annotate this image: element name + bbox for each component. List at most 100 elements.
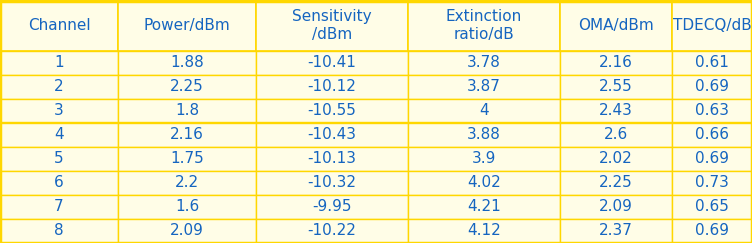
Text: 5: 5 — [54, 151, 64, 166]
Text: 4.21: 4.21 — [467, 199, 501, 214]
Bar — [0, 0, 118, 51]
Bar — [672, 194, 752, 218]
Bar — [672, 0, 752, 51]
Bar — [118, 51, 256, 75]
Bar — [408, 122, 560, 147]
Text: 1.88: 1.88 — [170, 55, 204, 70]
Text: 3.9: 3.9 — [472, 151, 496, 166]
Text: 0.69: 0.69 — [695, 79, 729, 94]
Text: -10.13: -10.13 — [308, 151, 356, 166]
Text: 0.69: 0.69 — [695, 151, 729, 166]
Text: 2.37: 2.37 — [599, 223, 633, 238]
Text: 4.12: 4.12 — [467, 223, 501, 238]
Text: 0.73: 0.73 — [695, 175, 729, 190]
Text: -10.32: -10.32 — [308, 175, 356, 190]
Text: 2.55: 2.55 — [599, 79, 633, 94]
Text: 0.66: 0.66 — [695, 127, 729, 142]
Bar — [256, 147, 408, 171]
Text: 1.75: 1.75 — [170, 151, 204, 166]
Text: -10.12: -10.12 — [308, 79, 356, 94]
Text: 1: 1 — [54, 55, 64, 70]
Bar — [256, 171, 408, 194]
Bar — [672, 218, 752, 243]
Bar — [408, 147, 560, 171]
Bar — [560, 194, 672, 218]
Text: 0.63: 0.63 — [695, 103, 729, 118]
Bar — [118, 75, 256, 98]
Text: 3.78: 3.78 — [467, 55, 501, 70]
Bar — [118, 194, 256, 218]
Bar — [560, 147, 672, 171]
Text: 4.02: 4.02 — [467, 175, 501, 190]
Bar — [118, 171, 256, 194]
Text: 0.69: 0.69 — [695, 223, 729, 238]
Text: Power/dBm: Power/dBm — [144, 18, 230, 33]
Text: 2.2: 2.2 — [175, 175, 199, 190]
Bar — [560, 218, 672, 243]
Text: 2.43: 2.43 — [599, 103, 633, 118]
Text: 2.6: 2.6 — [604, 127, 628, 142]
Bar — [408, 218, 560, 243]
Text: OMA/dBm: OMA/dBm — [578, 18, 654, 33]
Bar — [256, 218, 408, 243]
Text: Extinction
ratio/dB: Extinction ratio/dB — [446, 9, 522, 42]
Bar — [256, 122, 408, 147]
Bar — [256, 194, 408, 218]
Bar — [0, 98, 118, 122]
Bar — [672, 122, 752, 147]
Bar — [408, 51, 560, 75]
Text: 2.16: 2.16 — [599, 55, 633, 70]
Bar — [408, 171, 560, 194]
Text: 4: 4 — [54, 127, 64, 142]
Text: 2.25: 2.25 — [170, 79, 204, 94]
Text: 1.6: 1.6 — [175, 199, 199, 214]
Text: 2.02: 2.02 — [599, 151, 633, 166]
Text: 3: 3 — [54, 103, 64, 118]
Bar — [0, 171, 118, 194]
Bar — [560, 0, 672, 51]
Text: 3.87: 3.87 — [467, 79, 501, 94]
Text: 2: 2 — [54, 79, 64, 94]
Bar — [672, 75, 752, 98]
Text: 2.09: 2.09 — [170, 223, 204, 238]
Bar — [256, 0, 408, 51]
Bar — [256, 51, 408, 75]
Text: 0.61: 0.61 — [695, 55, 729, 70]
Bar — [0, 122, 118, 147]
Text: -10.43: -10.43 — [308, 127, 356, 142]
Bar — [560, 171, 672, 194]
Bar — [560, 51, 672, 75]
Text: 2.09: 2.09 — [599, 199, 633, 214]
Text: 4: 4 — [479, 103, 489, 118]
Bar — [560, 122, 672, 147]
Text: 2.16: 2.16 — [170, 127, 204, 142]
Bar — [408, 98, 560, 122]
Bar — [0, 147, 118, 171]
Bar — [118, 218, 256, 243]
Bar — [560, 98, 672, 122]
Bar — [0, 194, 118, 218]
Text: -10.41: -10.41 — [308, 55, 356, 70]
Text: Channel: Channel — [28, 18, 90, 33]
Bar — [672, 147, 752, 171]
Bar — [118, 147, 256, 171]
Text: 1.8: 1.8 — [175, 103, 199, 118]
Bar — [672, 171, 752, 194]
Text: 3.88: 3.88 — [467, 127, 501, 142]
Bar — [256, 75, 408, 98]
Bar — [408, 0, 560, 51]
Bar — [118, 122, 256, 147]
Bar — [0, 75, 118, 98]
Bar — [560, 75, 672, 98]
Bar — [672, 51, 752, 75]
Bar — [0, 218, 118, 243]
Bar — [672, 98, 752, 122]
Bar — [408, 194, 560, 218]
Text: -10.55: -10.55 — [308, 103, 356, 118]
Bar — [118, 0, 256, 51]
Text: 2.25: 2.25 — [599, 175, 633, 190]
Text: 6: 6 — [54, 175, 64, 190]
Text: TDECQ/dB: TDECQ/dB — [672, 18, 751, 33]
Text: -10.22: -10.22 — [308, 223, 356, 238]
Bar — [118, 98, 256, 122]
